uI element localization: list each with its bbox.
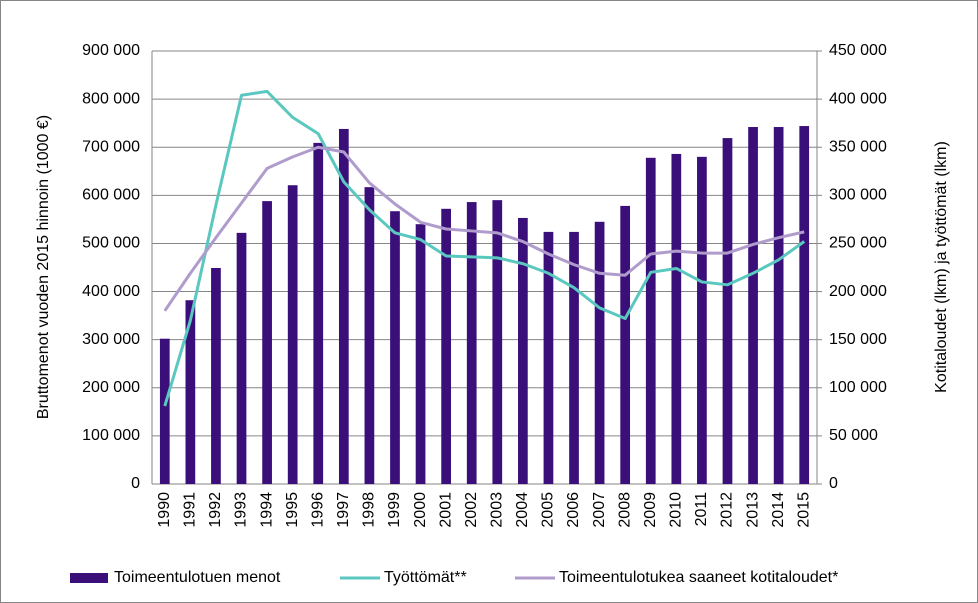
y2-tick-label: 0 — [829, 475, 838, 492]
x-tick-label: 2011 — [693, 492, 710, 527]
bar — [773, 127, 784, 484]
x-tick-label: 2009 — [642, 492, 659, 528]
y2-tick-label: 350 000 — [829, 138, 887, 155]
legend-swatch — [70, 573, 108, 583]
bar — [671, 153, 682, 485]
y-tick-label: 500 000 — [82, 235, 140, 252]
bar — [262, 201, 272, 484]
x-tick-label: 2014 — [770, 492, 787, 528]
y2-tick-label: 50 000 — [829, 427, 878, 444]
x-tick-label: 2012 — [719, 492, 736, 528]
x-tick-label: 2001 — [437, 492, 454, 528]
bar — [364, 187, 375, 484]
bar — [287, 185, 298, 485]
bar — [645, 157, 656, 484]
bar — [159, 338, 170, 484]
y-tick-label: 300 000 — [82, 331, 140, 348]
y2-tick-label: 450 000 — [829, 42, 887, 59]
line — [163, 145, 805, 312]
bar — [211, 267, 221, 484]
bar — [492, 200, 503, 484]
x-tick-label: 2007 — [591, 492, 608, 528]
x-tick-label: 2003 — [489, 492, 506, 528]
bar — [466, 202, 477, 484]
bar — [569, 231, 579, 484]
y-tick-label: 700 000 — [82, 138, 140, 155]
bar — [697, 156, 707, 484]
x-tick-label: 1998 — [361, 492, 378, 528]
bar — [722, 138, 733, 484]
y-tick-label: 200 000 — [82, 379, 140, 396]
bar — [543, 231, 554, 484]
x-tick-label: 2015 — [795, 492, 812, 528]
x-tick-label: 1992 — [207, 492, 224, 528]
x-tick-label: 1993 — [233, 492, 250, 528]
line — [163, 89, 806, 407]
y2-tick-label: 250 000 — [829, 235, 887, 252]
x-tick-label: 2013 — [744, 492, 761, 528]
x-tick-label: 1997 — [335, 492, 352, 528]
x-tick-label: 1999 — [386, 492, 403, 528]
x-tick-label: 2002 — [463, 492, 480, 528]
bar — [441, 208, 451, 484]
y2-axis-title: Kotitaloudet (lkm) ja työttömät (lkm) — [933, 141, 950, 393]
y2-tick-label: 150 000 — [829, 331, 887, 348]
y-tick-label: 400 000 — [82, 283, 140, 300]
bar — [338, 128, 349, 484]
y-tick-label: 0 — [131, 475, 140, 492]
y-tick-label: 600 000 — [82, 187, 140, 204]
x-tick-label: 1996 — [309, 492, 326, 528]
x-tick-label: 2000 — [412, 492, 429, 528]
y2-tick-label: 200 000 — [829, 283, 887, 300]
y-tick-label: 900 000 — [82, 42, 140, 59]
x-tick-label: 2008 — [616, 492, 633, 528]
bar — [748, 127, 758, 484]
bar — [236, 232, 247, 484]
bar — [620, 205, 631, 484]
x-tick-label: 1994 — [258, 492, 275, 528]
legend-label: Työttömät** — [384, 569, 467, 586]
y2-tick-label: 100 000 — [829, 379, 887, 396]
bar — [390, 211, 400, 484]
y2-tick-label: 300 000 — [829, 187, 887, 204]
bar — [594, 221, 605, 485]
legend-label: Toimeentulotuen menot — [114, 569, 281, 586]
y-axis-title: Bruttomenot vuoden 2015 hinnoin (1000 €) — [35, 115, 52, 419]
bar — [518, 217, 528, 484]
x-tick-label: 2005 — [540, 492, 557, 528]
x-tick-label: 1995 — [284, 492, 301, 528]
y-tick-label: 100 000 — [82, 427, 140, 444]
x-tick-label: 2010 — [668, 492, 685, 528]
x-tick-label: 2006 — [565, 492, 582, 528]
bar — [185, 300, 196, 484]
legend-label: Toimeentulotukea saaneet kotitaloudet* — [559, 569, 838, 586]
x-tick-label: 1991 — [182, 492, 199, 528]
bar — [313, 142, 324, 485]
bar — [799, 126, 810, 484]
bar — [415, 224, 426, 484]
x-tick-label: 2004 — [514, 492, 531, 528]
y2-tick-label: 400 000 — [829, 90, 887, 107]
x-tick-label: 1990 — [156, 492, 173, 528]
y-tick-label: 800 000 — [82, 90, 140, 107]
